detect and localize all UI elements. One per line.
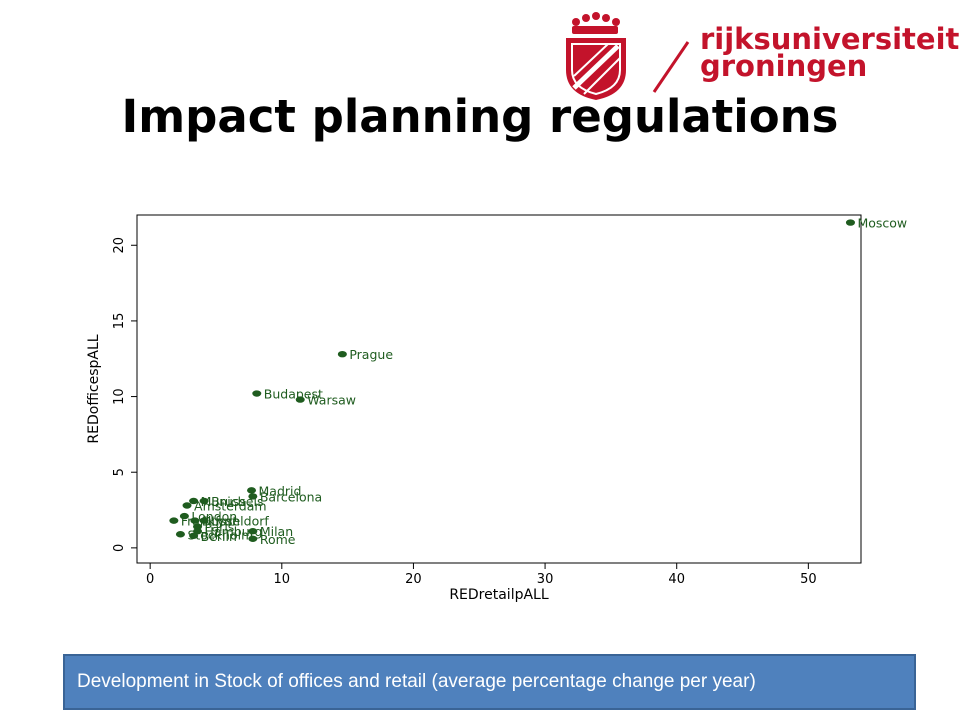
data-point	[247, 487, 257, 494]
y-tick-label: 15	[112, 313, 127, 330]
data-label: Rome	[260, 532, 296, 547]
x-axis-label: REDretailpALL	[449, 587, 549, 603]
data-point	[182, 502, 192, 509]
university-logo	[566, 12, 690, 100]
data-label: Barcelona	[260, 489, 322, 504]
x-tick-label: 10	[274, 572, 291, 587]
y-tick-label: 10	[112, 388, 127, 405]
data-point	[295, 396, 305, 403]
data-label: Brussels	[211, 494, 263, 509]
logo-line-1: rijksuniversiteit	[700, 22, 960, 56]
data-label: Moscow	[857, 216, 907, 231]
logo-slash	[652, 41, 690, 93]
x-tick-label: 40	[668, 572, 685, 587]
data-label: Stockholm	[187, 527, 253, 542]
data-point	[248, 493, 258, 500]
data-label: Lyon	[211, 514, 240, 529]
data-point	[845, 219, 855, 226]
x-tick-label: 30	[537, 572, 554, 587]
data-point	[189, 497, 199, 505]
data-point	[199, 517, 209, 524]
y-tick-label: 5	[112, 468, 127, 476]
data-label: Milan	[260, 524, 293, 539]
y-axis-label: REDofficespALL	[86, 334, 102, 443]
plot-frame	[136, 214, 862, 564]
data-point	[179, 512, 189, 520]
logo-line-2: groningen	[700, 49, 868, 83]
x-tick-label: 0	[146, 572, 154, 587]
data-label: Amsterdam	[194, 499, 267, 514]
caption-text: Development in Stock of offices and reta…	[77, 671, 756, 692]
shield-icon	[566, 38, 626, 100]
data-point	[193, 523, 203, 530]
data-point	[169, 517, 179, 524]
data-point	[175, 531, 185, 538]
data-label: Warsaw	[307, 393, 356, 408]
data-label: Budapest	[264, 387, 323, 402]
data-label: Madrid	[259, 483, 302, 498]
data-label: Munich	[201, 494, 246, 509]
y-tick-label: 0	[112, 544, 127, 552]
data-point	[337, 351, 347, 358]
x-tick-label: 50	[800, 572, 817, 587]
data-label: Berlin	[201, 529, 237, 544]
data-point	[248, 528, 258, 535]
data-point	[189, 532, 199, 539]
crown-icon	[572, 12, 620, 34]
caption-box: Development in Stock of offices and reta…	[63, 654, 916, 710]
data-label: Paris	[205, 520, 235, 535]
data-label: Prague	[349, 347, 393, 362]
data-point	[248, 535, 258, 542]
data-label: Hamburg	[205, 524, 263, 539]
data-label: Dusseldorf	[202, 514, 269, 529]
y-tick-label: 20	[112, 237, 127, 254]
data-point	[252, 390, 262, 397]
x-tick-label: 20	[405, 572, 422, 587]
scatter-chart: 0 10 20 30 40 50 0 5 10 15 20 REDretailpALL REDoffic…	[86, 214, 907, 603]
logo-wordmark: rijksuniversiteit groningen	[700, 22, 960, 83]
page-title: Impact planning regulations	[121, 90, 839, 143]
data-point	[190, 517, 200, 524]
data-point	[199, 497, 209, 505]
